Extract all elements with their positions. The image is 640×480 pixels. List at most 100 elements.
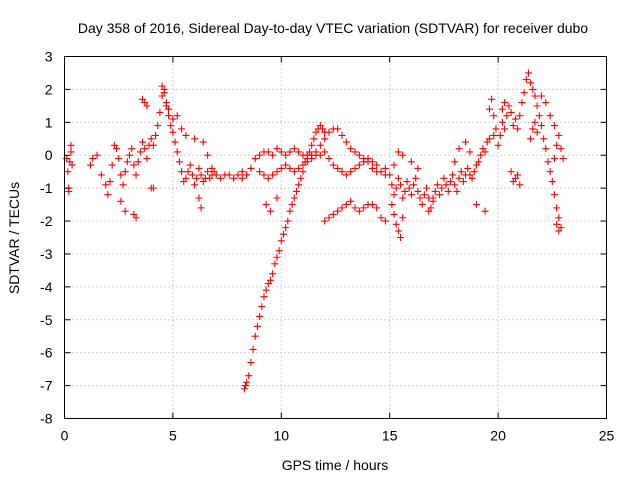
data-point (316, 151, 324, 159)
data-point (158, 82, 166, 90)
data-point (490, 131, 498, 139)
data-point (260, 293, 268, 301)
data-point (277, 164, 285, 172)
data-point (516, 112, 524, 120)
data-point (481, 148, 489, 156)
data-point (89, 155, 97, 163)
data-point (377, 168, 385, 176)
data-point (321, 217, 329, 225)
data-point (457, 168, 465, 176)
data-point (130, 161, 138, 169)
data-point (392, 220, 400, 228)
data-point (505, 102, 513, 110)
data-point (485, 105, 493, 113)
data-point (550, 155, 558, 163)
data-point (208, 164, 216, 172)
data-point (529, 125, 537, 133)
data-point (351, 148, 359, 156)
x-tick-label: 5 (169, 428, 177, 444)
data-point (516, 181, 524, 189)
y-tick-label: 3 (45, 49, 53, 65)
data-point (507, 168, 515, 176)
series-mid-branches (238, 125, 389, 225)
data-point (524, 69, 532, 77)
data-point (498, 105, 506, 113)
data-point (260, 171, 268, 179)
data-point (288, 201, 296, 209)
data-point (299, 161, 307, 169)
data-point (156, 108, 164, 116)
data-point (410, 181, 418, 189)
data-point (399, 214, 407, 222)
data-point (488, 95, 496, 103)
data-point (451, 181, 459, 189)
data-point (390, 210, 398, 218)
data-point (503, 112, 511, 120)
data-point (193, 174, 201, 182)
data-point (273, 145, 281, 153)
data-point (113, 145, 121, 153)
data-point (147, 135, 155, 143)
data-point (256, 151, 264, 159)
data-point (295, 148, 303, 156)
data-point (238, 174, 246, 182)
data-point (537, 122, 545, 130)
data-point (470, 168, 478, 176)
data-point (553, 141, 561, 149)
data-point (264, 174, 272, 182)
data-point (297, 174, 305, 182)
data-point (438, 184, 446, 192)
data-point (368, 158, 376, 166)
data-point (97, 171, 105, 179)
data-point (191, 181, 199, 189)
data-point (266, 276, 274, 284)
data-point (436, 191, 444, 199)
data-point (529, 85, 537, 93)
data-point (262, 201, 270, 209)
data-point (238, 168, 246, 176)
series-final-hours (485, 69, 567, 235)
data-point (299, 168, 307, 176)
data-markers (63, 69, 567, 393)
data-point (368, 201, 376, 209)
data-point (527, 79, 535, 87)
data-point (455, 174, 463, 182)
data-point (173, 148, 181, 156)
data-point (290, 194, 298, 202)
data-point (416, 194, 424, 202)
data-point (143, 102, 151, 110)
x-tick-label: 15 (382, 428, 398, 444)
data-point (355, 207, 363, 215)
data-point (119, 181, 127, 189)
data-point (277, 148, 285, 156)
data-point (462, 138, 470, 146)
data-point (559, 155, 567, 163)
data-point (136, 148, 144, 156)
data-point (230, 174, 238, 182)
data-point (273, 194, 281, 202)
data-point (509, 122, 517, 130)
data-point (286, 148, 294, 156)
data-point (245, 372, 253, 380)
data-point (394, 148, 402, 156)
data-point (429, 194, 437, 202)
data-point (420, 191, 428, 199)
data-point (191, 135, 199, 143)
y-tick-label: 2 (45, 81, 53, 97)
data-point (368, 164, 376, 172)
y-tick-label: 0 (45, 147, 53, 163)
data-point (386, 171, 394, 179)
data-point (264, 148, 272, 156)
data-point (550, 122, 558, 130)
data-point (282, 224, 290, 232)
data-point (390, 191, 398, 199)
data-point (520, 89, 528, 97)
data-point (242, 382, 250, 390)
data-point (286, 164, 294, 172)
data-point (507, 108, 515, 116)
data-point (286, 207, 294, 215)
data-point (186, 161, 194, 169)
data-point (544, 158, 552, 166)
data-point (425, 207, 433, 215)
y-tick-label: -1 (40, 180, 53, 196)
